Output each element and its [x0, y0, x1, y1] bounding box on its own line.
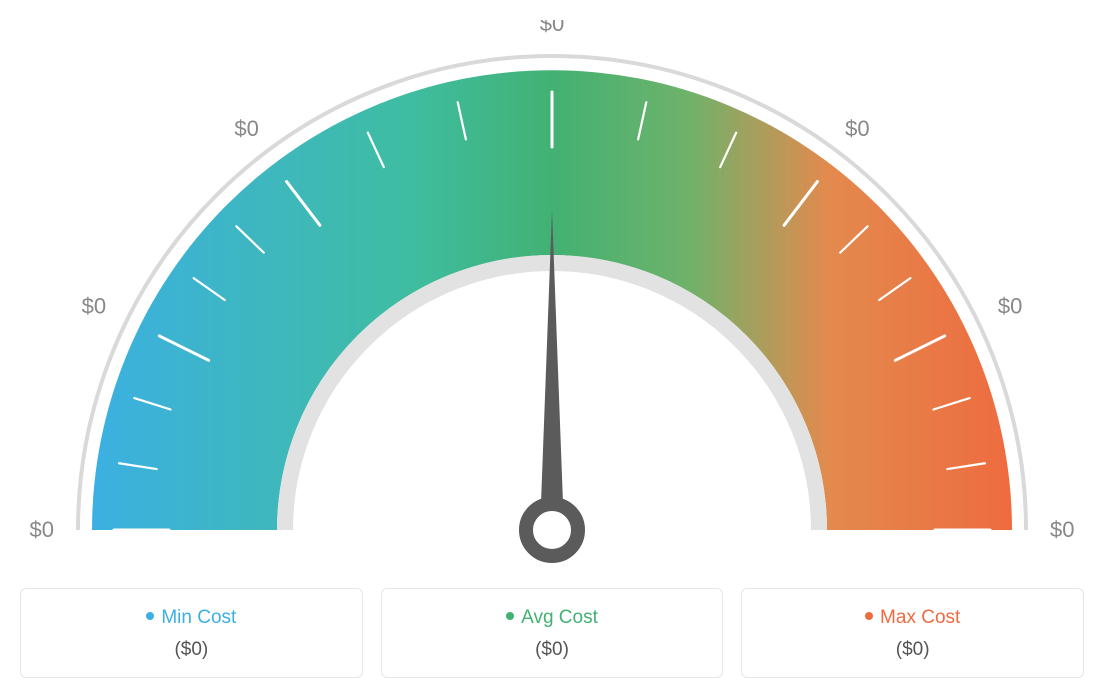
- legend-row: Min Cost ($0) Avg Cost ($0) Max Cost ($0): [20, 588, 1084, 678]
- legend-title-min: Min Cost: [31, 607, 352, 629]
- legend-value-avg: ($0): [392, 639, 713, 661]
- gauge-area: $0 $0 $0 $0 $0 $0 $0: [20, 20, 1084, 580]
- legend-value-max: ($0): [752, 639, 1073, 661]
- legend-dot-min: [146, 612, 154, 620]
- legend-card-max: Max Cost ($0): [741, 588, 1084, 678]
- legend-label-avg: Avg Cost: [521, 607, 598, 628]
- gauge-scale-label: $0: [540, 20, 564, 36]
- legend-dot-avg: [506, 612, 514, 620]
- gauge-scale-label: $0: [82, 294, 106, 319]
- gauge-scale-label: $0: [234, 116, 258, 141]
- legend-title-max: Max Cost: [752, 607, 1073, 629]
- legend-label-min: Min Cost: [161, 607, 236, 628]
- gauge-scale-label: $0: [845, 116, 869, 141]
- legend-title-avg: Avg Cost: [392, 607, 713, 629]
- gauge-needle-hub: [526, 504, 578, 556]
- legend-card-min: Min Cost ($0): [20, 588, 363, 678]
- legend-label-max: Max Cost: [880, 607, 960, 628]
- gauge-scale-label: $0: [30, 517, 54, 542]
- legend-value-min: ($0): [31, 639, 352, 661]
- gauge-scale-label: $0: [998, 294, 1022, 319]
- gauge-svg: $0 $0 $0 $0 $0 $0 $0: [20, 20, 1084, 580]
- legend-dot-max: [865, 612, 873, 620]
- gauge-scale-label: $0: [1050, 517, 1074, 542]
- gauge-chart-container: $0$0$0$0$0$0$0 Min Cost($0)Avg Cost($0)M…: [20, 20, 1084, 678]
- legend-card-avg: Avg Cost ($0): [381, 588, 724, 678]
